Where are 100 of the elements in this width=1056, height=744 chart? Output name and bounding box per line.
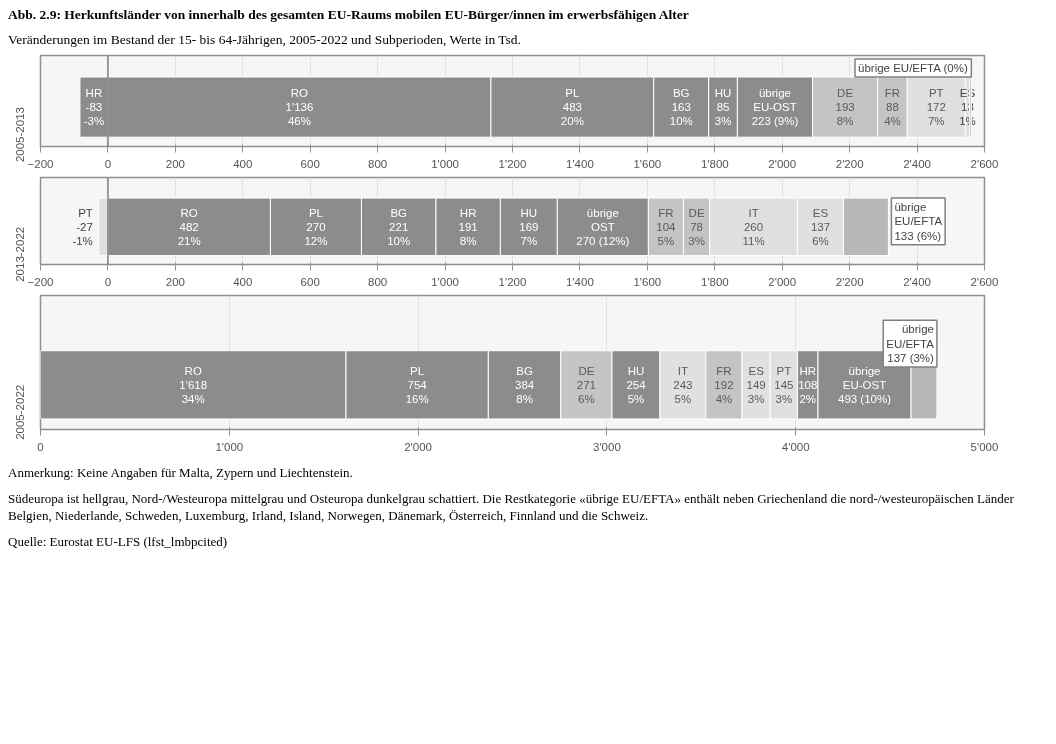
data-label: 137 (3%) xyxy=(887,351,935,364)
data-label: 1'136 46% xyxy=(285,101,314,127)
data-label: 104 5% xyxy=(656,220,677,247)
data-label: 270 (12%) xyxy=(576,234,630,247)
data-label: -83 -3% xyxy=(83,101,105,127)
text: Anmerkung: Keine Angaben für Malta, Zypern und Liechtenstein. xyxy=(8,465,354,482)
x-tick-label: 2'000 xyxy=(404,440,432,453)
series-label: PL xyxy=(410,365,425,378)
series-label: übrige EU-OST xyxy=(753,87,797,114)
series-label: PL xyxy=(308,207,324,220)
series-label: HR xyxy=(799,365,817,378)
x-tick-label: 2'000 xyxy=(768,275,797,288)
data-label: 169 7% xyxy=(519,220,539,247)
data-label: 482 21% xyxy=(177,220,201,247)
series-label: IT xyxy=(748,207,759,220)
y-tick-label: 2013-2022 xyxy=(14,226,27,282)
x-tick-label: 0 xyxy=(37,440,44,453)
series-label: PT xyxy=(776,365,792,378)
x-tick-label: 1'800 xyxy=(700,157,729,170)
series-label: IT xyxy=(677,365,689,378)
series-label: RO xyxy=(180,207,198,220)
data-label: 493 (10%) xyxy=(837,392,892,405)
x-tick-label: 1'800 xyxy=(700,275,729,288)
series-label: FR xyxy=(658,207,674,220)
series-label: HU xyxy=(627,365,645,378)
y-tick-label: 2005-2013 xyxy=(14,107,27,163)
data-label: 78 3% xyxy=(688,220,705,247)
series-label: DE xyxy=(688,207,705,220)
series-label: übrige EU/EFTA xyxy=(894,201,943,228)
data-label: 149 3% xyxy=(746,378,766,405)
series-label: PL xyxy=(565,87,580,100)
series-label: DE xyxy=(837,87,854,100)
series-label: PT xyxy=(928,87,944,100)
x-tick-label: 600 xyxy=(300,275,320,288)
x-tick-label: 2'600 xyxy=(970,157,999,170)
data-label: 85 3% xyxy=(714,101,732,127)
data-label: 88 4% xyxy=(884,101,901,127)
text: Südeuropa ist hellgrau, Nord-/Westeuropa mittelgrau und Osteuropa dunkelgrau schattiert. Die Restkategorie «übrige EU/EFTA» enthält neben Griechenland die nord-/westeuropäischen Länder Belgien, Niederlande, Schweden, Luxemburg, Irland, Island, Norwegen, Dänemark, Österreich, Finnland und die Schweiz. xyxy=(8,491,1015,524)
series-label: übrige EU/EFTA xyxy=(886,323,935,350)
series-label: FR xyxy=(884,87,901,100)
data-label: 193 8% xyxy=(835,101,855,127)
series-label: ES xyxy=(812,207,829,220)
data-label: 243 5% xyxy=(673,378,693,405)
data-label: 260 11% xyxy=(742,220,765,247)
series-label: RO xyxy=(184,365,202,378)
x-tick-label: 2'000 xyxy=(768,157,797,170)
data-label: 163 10% xyxy=(669,101,693,127)
data-label: 1'618 34% xyxy=(179,378,208,405)
x-tick-label: 1'000 xyxy=(431,275,459,288)
series-label: HU xyxy=(520,207,538,220)
x-tick-label: −200 xyxy=(27,157,54,170)
data-label: 254 5% xyxy=(626,378,647,405)
series-label: HU xyxy=(714,87,732,100)
x-tick-label: 1'200 xyxy=(498,157,527,170)
data-label: 137 6% xyxy=(810,220,831,247)
data-label: 192 4% xyxy=(714,378,734,405)
series-label: HR xyxy=(459,207,477,220)
data-label: 172 7% xyxy=(926,101,946,127)
x-tick-label: 0 xyxy=(104,157,112,170)
x-tick-label: 800 xyxy=(368,157,388,170)
data-label: 223 (9%) xyxy=(751,114,799,127)
x-tick-label: 2'200 xyxy=(835,157,864,170)
y-tick-label: 2005-2022 xyxy=(14,384,27,440)
x-tick-label: 2'600 xyxy=(970,275,999,288)
source-note: Quelle: Eurostat EU-LFS (lfst_lmbpcited) xyxy=(8,533,229,550)
x-tick-label: 400 xyxy=(233,275,253,288)
data-label: 221 10% xyxy=(387,220,411,247)
data-label: 108 2% xyxy=(798,378,818,405)
data-label: 483 20% xyxy=(560,101,584,127)
data-label: 384 8% xyxy=(514,378,535,405)
data-label: 271 6% xyxy=(576,378,597,405)
series-label: FR xyxy=(716,365,732,378)
x-tick-label: 0 xyxy=(104,275,112,288)
series-label: ES xyxy=(748,365,765,378)
x-tick-label: 400 xyxy=(233,157,253,170)
x-tick-label: 1'600 xyxy=(633,275,662,288)
series-label: BG xyxy=(390,207,408,220)
x-tick-label: 1'200 xyxy=(498,275,527,288)
series-label: übrige OST xyxy=(586,207,619,233)
series-label: PT xyxy=(78,207,93,220)
data-label: 754 16% xyxy=(405,378,429,405)
x-tick-label: 600 xyxy=(300,157,320,170)
x-tick-label: 1'400 xyxy=(566,157,594,170)
x-tick-label: 200 xyxy=(165,275,185,288)
series-label: übrige EU-OST xyxy=(842,365,887,391)
x-tick-label: 1'400 xyxy=(566,275,594,288)
series-label: RO xyxy=(290,87,309,100)
x-tick-label: 5'000 xyxy=(970,440,999,453)
data-label: -27 -1% xyxy=(72,220,93,247)
x-tick-label: 3'000 xyxy=(593,440,621,453)
chart-title: Abb. 2.9: Herkunftsländer von innerhalb des gesamten EU-Raums mobilen EU-Bürger/innen im erwerbsfähigen Alter xyxy=(8,6,689,24)
x-tick-label: 4'000 xyxy=(781,440,810,453)
x-tick-label: 2'400 xyxy=(903,275,931,288)
x-tick-label: 200 xyxy=(165,157,185,170)
chart-subtitle: Veränderungen im Bestand der 15- bis 64-Jährigen, 2005-2022 und Subperioden, Werte in Tsd. xyxy=(8,31,522,50)
x-tick-label: −200 xyxy=(27,275,54,288)
x-tick-label: 1'000 xyxy=(431,157,459,170)
x-tick-label: 1'600 xyxy=(633,157,662,170)
series-label: übrige EU/EFTA (0%) xyxy=(858,62,968,74)
x-tick-label: 800 xyxy=(368,275,388,288)
